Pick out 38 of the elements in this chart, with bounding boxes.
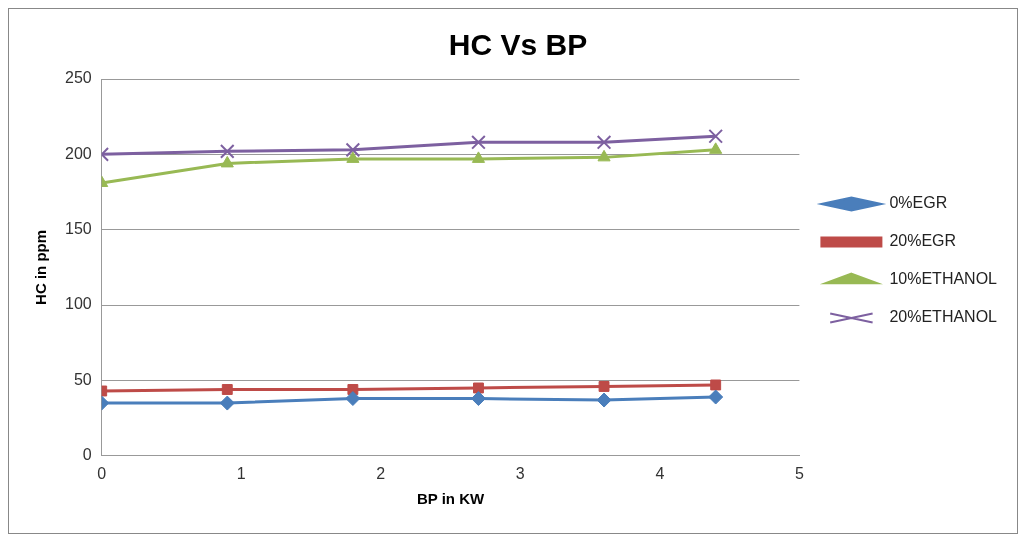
- y-axis-title: HC in ppm: [32, 229, 50, 305]
- point: [708, 128, 724, 144]
- x-tick-label: 2: [376, 464, 386, 482]
- point: [220, 155, 234, 168]
- y-tick-label: 0: [82, 446, 92, 464]
- point: [596, 392, 612, 408]
- x-tick-label: 3: [515, 464, 525, 482]
- point: [596, 134, 612, 150]
- x-tick-label: 1: [236, 464, 246, 482]
- point: [597, 149, 611, 162]
- point: [471, 134, 486, 150]
- point: [346, 151, 360, 163]
- legend-label: 20%ETHANOL: [889, 308, 998, 326]
- x-axis-title: BP in KW: [416, 490, 485, 508]
- point: [221, 384, 233, 395]
- x-tick-label: 0: [97, 464, 107, 482]
- y-tick-label: 200: [64, 144, 92, 162]
- legend-label: 0%EGR: [889, 194, 948, 212]
- y-tick-label: 50: [73, 370, 92, 388]
- x-tick-label: 5: [794, 464, 804, 482]
- legend-label: 10%ETHANOL: [889, 270, 998, 288]
- point: [470, 391, 486, 407]
- chart-title: HC Vs BP: [448, 28, 588, 62]
- point: [345, 142, 361, 158]
- point: [471, 151, 486, 163]
- y-tick-label: 250: [64, 69, 92, 87]
- x-tick-label: 4: [655, 464, 665, 482]
- point: [345, 391, 361, 407]
- y-tick-label: 150: [64, 220, 92, 238]
- y-tick-label: 100: [64, 295, 92, 313]
- point: [219, 395, 235, 411]
- point: [219, 143, 235, 159]
- legend-label: 20%EGR: [889, 232, 957, 250]
- point: [598, 381, 610, 392]
- point: [710, 379, 722, 391]
- point: [708, 389, 724, 405]
- point: [473, 382, 484, 394]
- point: [709, 142, 723, 154]
